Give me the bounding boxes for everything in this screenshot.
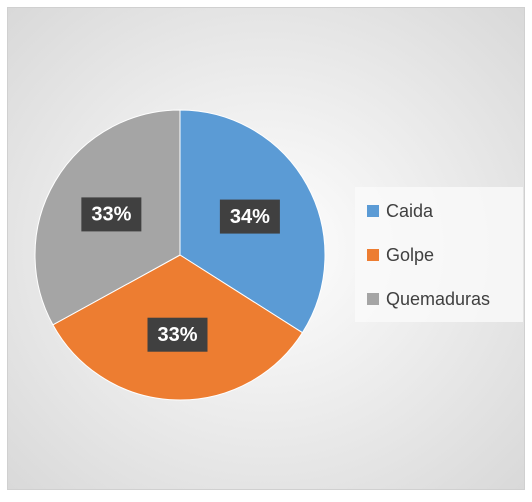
legend-swatch	[367, 205, 379, 217]
data-label: 34%	[230, 206, 270, 228]
data-label: 33%	[91, 204, 131, 226]
data-label: 33%	[157, 324, 197, 346]
legend-box	[355, 187, 523, 322]
legend-label: Caida	[386, 201, 434, 221]
legend-swatch	[367, 293, 379, 305]
data-label-box	[147, 317, 208, 352]
legend-swatch	[367, 249, 379, 261]
legend-label: Quemaduras	[386, 289, 490, 309]
legend-label: Golpe	[386, 245, 434, 265]
data-label-box	[81, 197, 142, 232]
data-label-box	[219, 199, 280, 234]
